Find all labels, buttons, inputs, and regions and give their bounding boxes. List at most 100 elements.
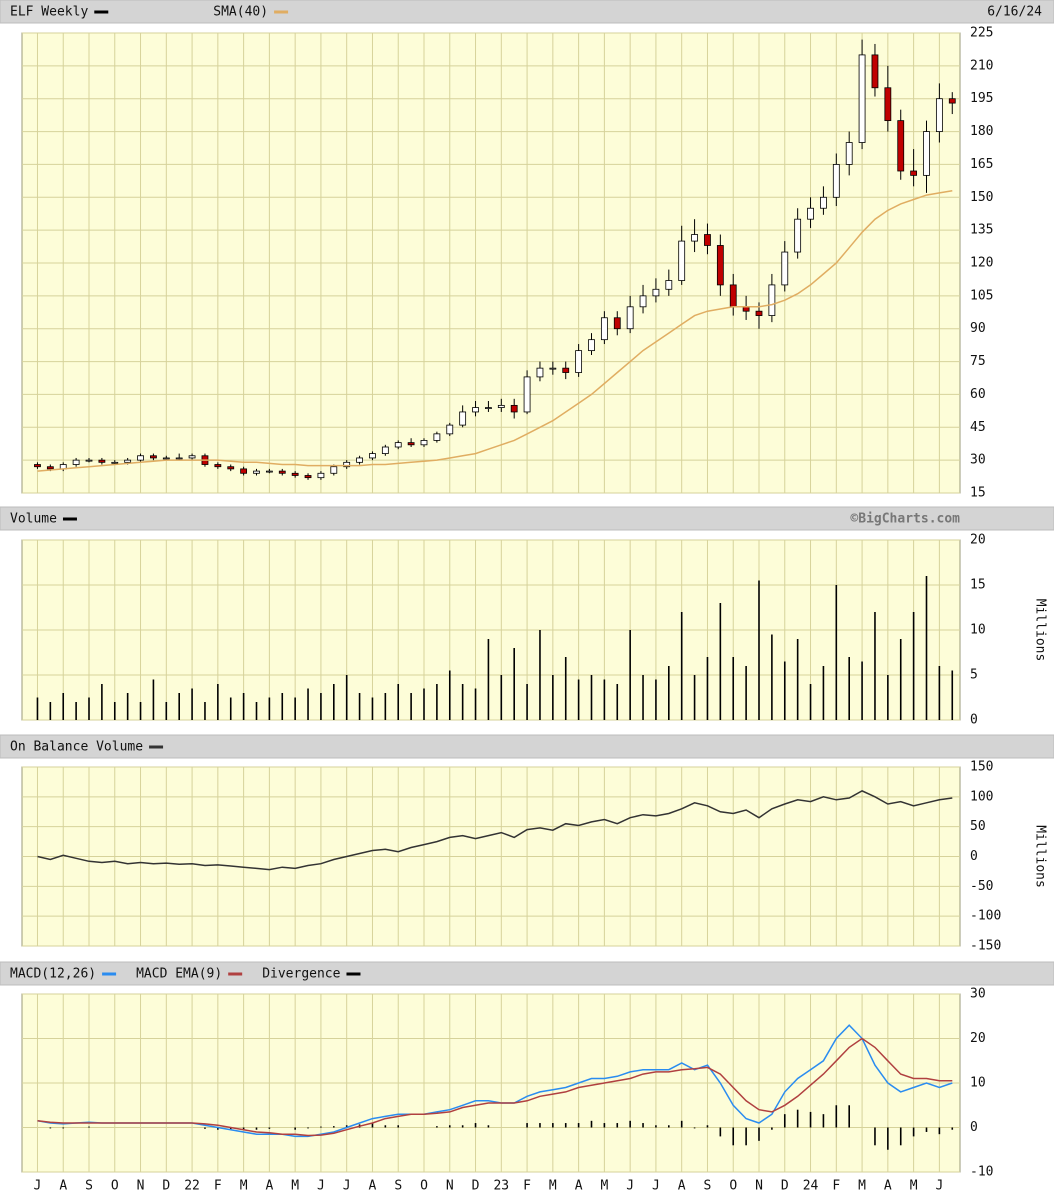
x-tick-label: A	[369, 1179, 377, 1194]
candle-body	[588, 339, 595, 352]
x-tick-label: M	[240, 1179, 248, 1194]
x-tick-label: M	[600, 1179, 608, 1194]
candle-body	[858, 54, 866, 143]
candle-body	[407, 442, 415, 446]
candle-body	[381, 446, 389, 454]
x-tick-label: A	[265, 1179, 273, 1194]
candle-body	[845, 142, 853, 165]
candle-body	[472, 407, 479, 413]
y-axis-label: Millions	[1033, 599, 1048, 662]
candle-body	[356, 457, 363, 463]
y-tick-label: -150	[970, 939, 1001, 954]
candle-body	[510, 404, 518, 413]
y-tick-label: 0	[970, 713, 978, 728]
candle-body	[227, 466, 235, 470]
x-tick-label: 23	[493, 1179, 509, 1194]
candle-body	[807, 207, 814, 220]
candle-body	[923, 131, 930, 176]
candle-body	[98, 459, 106, 463]
candle-body	[394, 442, 402, 448]
candle-body	[716, 245, 724, 286]
candle-body	[175, 457, 183, 460]
candle-body	[72, 459, 80, 465]
candle-body	[948, 98, 956, 104]
candle-body	[150, 455, 157, 459]
x-tick-label: M	[549, 1179, 557, 1194]
y-tick-label: 20	[970, 1031, 986, 1046]
x-tick-label: M	[291, 1179, 299, 1194]
y-tick-label: -50	[970, 879, 993, 894]
candle-body	[317, 472, 325, 479]
candle-body	[278, 470, 286, 474]
candle-body	[910, 170, 918, 176]
candle-body	[188, 455, 196, 459]
candle-body	[871, 54, 879, 89]
x-tick-label: S	[394, 1179, 402, 1194]
x-tick-label: F	[214, 1179, 222, 1194]
y-tick-label: 10	[970, 623, 986, 638]
panel-header	[0, 734, 1054, 759]
y-tick-label: 210	[970, 58, 993, 73]
candle-body	[884, 87, 892, 122]
x-tick-label: O	[420, 1179, 428, 1194]
candle-body	[523, 376, 531, 413]
y-tick-label: 75	[970, 354, 986, 369]
date-label: 6/16/24	[987, 5, 1042, 20]
y-tick-label: 20	[970, 533, 986, 548]
x-tick-label: O	[111, 1179, 119, 1194]
y-tick-label: 150	[970, 760, 993, 775]
candle-body	[626, 306, 634, 330]
x-tick-label: A	[59, 1179, 67, 1194]
x-tick-label: J	[626, 1179, 634, 1194]
candle-body	[781, 251, 789, 286]
line	[37, 189, 953, 472]
candle-body	[433, 433, 441, 441]
x-tick-label: F	[832, 1179, 840, 1194]
x-tick-label: A	[575, 1179, 583, 1194]
candle-body	[652, 288, 660, 297]
legend-label: MACD EMA(9)	[136, 967, 222, 982]
y-tick-label: 90	[970, 321, 986, 336]
candle-body	[330, 466, 338, 474]
candle-body	[729, 284, 737, 308]
candle-body	[536, 367, 544, 378]
legend-label: On Balance Volume	[10, 740, 143, 755]
legend-label: SMA(40)	[213, 5, 268, 20]
y-tick-label: 45	[970, 420, 986, 435]
y-tick-label: 225	[970, 26, 993, 41]
x-tick-label: N	[446, 1179, 454, 1194]
candle-body	[420, 440, 428, 446]
candle-body	[162, 457, 170, 460]
candle-body	[46, 466, 54, 470]
candle-body	[124, 459, 132, 463]
candle-body	[34, 464, 41, 468]
y-tick-label: 0	[970, 849, 978, 864]
x-tick-label: D	[472, 1179, 480, 1194]
x-tick-label: 24	[803, 1179, 819, 1194]
source-label: ©BigCharts.com	[850, 512, 960, 527]
candle-body	[820, 196, 827, 209]
x-tick-label: J	[935, 1179, 943, 1194]
candle-body	[111, 461, 119, 464]
x-tick-label: D	[162, 1179, 170, 1194]
candle-body	[291, 472, 299, 476]
candle-body	[304, 475, 312, 479]
x-tick-label: F	[523, 1179, 531, 1194]
x-tick-label: J	[343, 1179, 351, 1194]
x-tick-label: M	[910, 1179, 918, 1194]
candle-body	[832, 164, 840, 198]
candle-body	[613, 317, 621, 330]
candle-body	[897, 120, 905, 172]
candle-body	[485, 407, 492, 409]
candle-body	[549, 367, 557, 370]
x-tick-label: J	[652, 1179, 660, 1194]
candle-body	[137, 455, 144, 461]
y-axis-label: Millions	[1033, 825, 1048, 888]
candle-body	[497, 404, 505, 408]
candle-body	[575, 350, 583, 373]
y-tick-label: 10	[970, 1076, 986, 1091]
candle-body	[214, 464, 222, 468]
y-tick-label: 0	[970, 1120, 978, 1135]
candle-body	[794, 218, 802, 253]
